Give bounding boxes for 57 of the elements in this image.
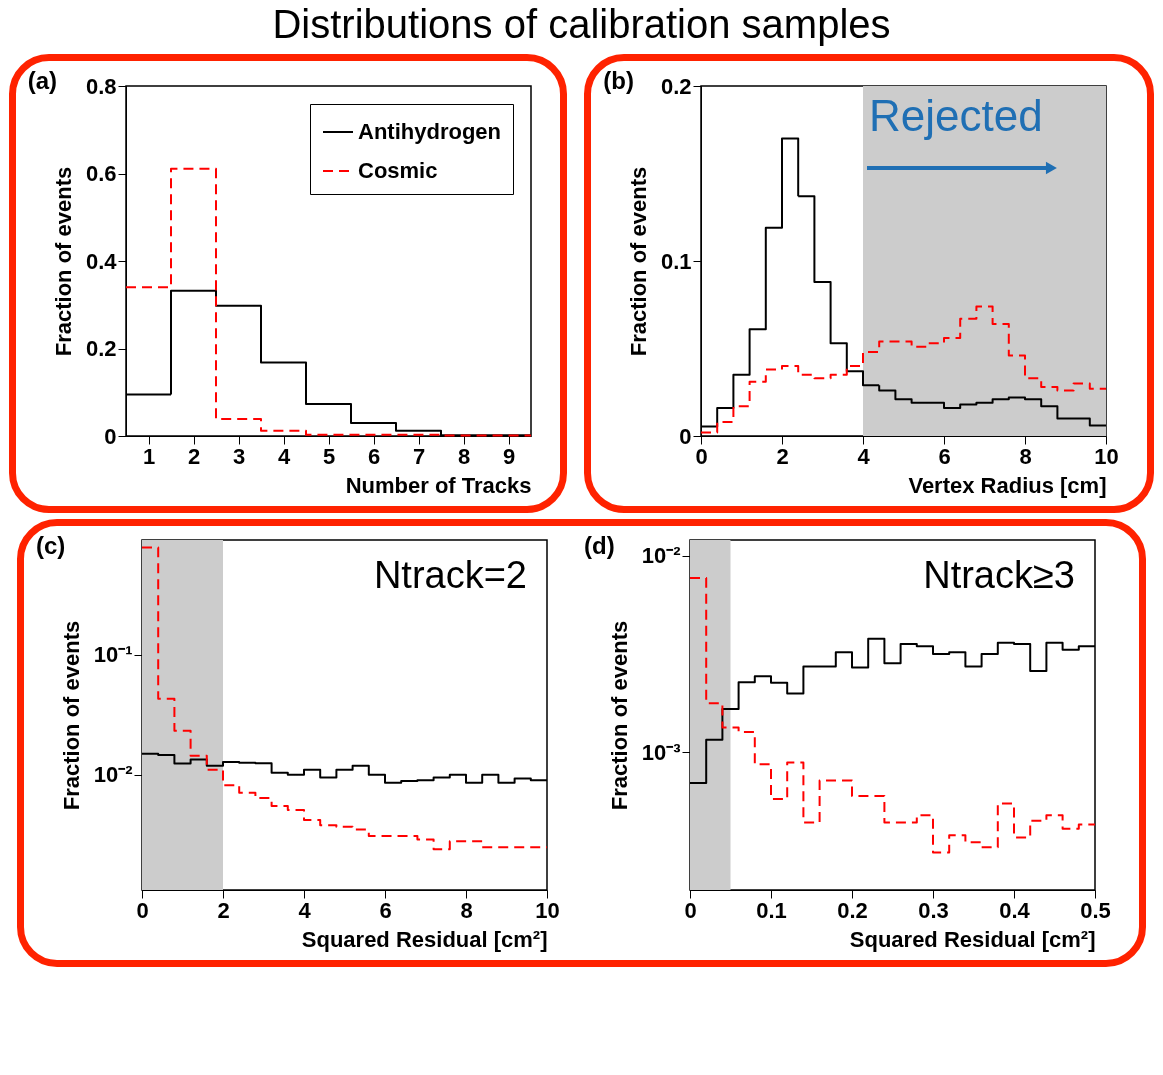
x-tick-label: 6	[367, 443, 380, 469]
y-axis-title: Fraction of events	[58, 620, 84, 811]
y-tick-label: 0.4	[85, 248, 117, 274]
text: (a)	[27, 67, 58, 95]
rounded-outline: (b) 0 2 4 6 8 10 Vertex Radius [cm] 0 0.1 0.2 Fraction of events Rejected	[584, 54, 1155, 513]
x-axis-title: Squared Residual [cm²]	[849, 926, 1096, 952]
x-tick-label: 2	[776, 443, 789, 469]
x-tick-label: 0.5	[1080, 897, 1111, 923]
y-tick-label: 10⁻²	[93, 762, 133, 788]
x-tick-label: 0	[136, 897, 149, 923]
x-tick-label: 0.4	[999, 897, 1031, 923]
band-label: Rejected	[869, 91, 1043, 140]
x-tick-label: 0.2	[837, 897, 868, 923]
y-tick-label: 0.2	[661, 73, 692, 99]
x-axis-title: Number of Tracks	[345, 472, 532, 498]
y-tick-label: 0.2	[85, 336, 117, 361]
x-tick-label: 7	[412, 443, 425, 469]
x-tick-label: 2	[217, 897, 230, 923]
x-tick-label: 0.1	[756, 897, 787, 923]
x-tick-label: 8	[460, 897, 473, 923]
x-tick-label: 3	[232, 443, 245, 469]
y-tick-label: 0.8	[85, 73, 117, 99]
y-axis-title: Fraction of events	[50, 166, 76, 357]
chart-title: Distributions of calibration samples	[271, 1, 892, 48]
x-tick-label: 0.3	[918, 897, 949, 923]
x-tick-label: 6	[938, 443, 951, 469]
y-tick-label: 0	[104, 423, 117, 449]
x-tick-label: 8	[457, 443, 470, 469]
x-tick-label: 0	[695, 443, 708, 469]
x-tick-label: 4	[857, 443, 871, 469]
x-tick-label: 6	[379, 897, 392, 923]
x-tick-label: 10	[1094, 443, 1119, 469]
y-tick-label: 0.1	[661, 248, 692, 274]
text: (c)	[36, 532, 66, 560]
y-axis-title: Fraction of events	[606, 620, 632, 811]
x-axis-title: Vertex Radius [cm]	[908, 472, 1107, 498]
x-tick-label: 9	[502, 443, 515, 469]
y-tick-label: 10⁻²	[641, 543, 681, 569]
text: (b)	[603, 67, 634, 95]
x-tick-label: 10	[535, 897, 560, 923]
x-tick-label: 1	[142, 443, 155, 469]
y-tick-label: 0	[679, 423, 692, 449]
x-tick-label: 5	[322, 443, 335, 469]
legend-label: Antihydrogen	[357, 119, 501, 144]
x-tick-label: 4	[277, 443, 291, 469]
annotation: Ntrack≥3	[923, 554, 1075, 596]
y-tick-label: 10⁻³	[641, 739, 681, 765]
legend-label: Cosmic	[357, 158, 438, 183]
y-tick-label: 0.6	[85, 161, 117, 186]
y-tick-label: 10⁻¹	[93, 642, 133, 668]
y-axis-title: Fraction of events	[626, 166, 652, 357]
x-tick-label: 2	[187, 443, 200, 469]
x-tick-label: 8	[1019, 443, 1032, 469]
annotation: Ntrack=2	[373, 554, 527, 596]
text: (d)	[584, 532, 615, 560]
x-tick-label: 4	[298, 897, 312, 923]
x-axis-title: Squared Residual [cm²]	[301, 926, 548, 952]
